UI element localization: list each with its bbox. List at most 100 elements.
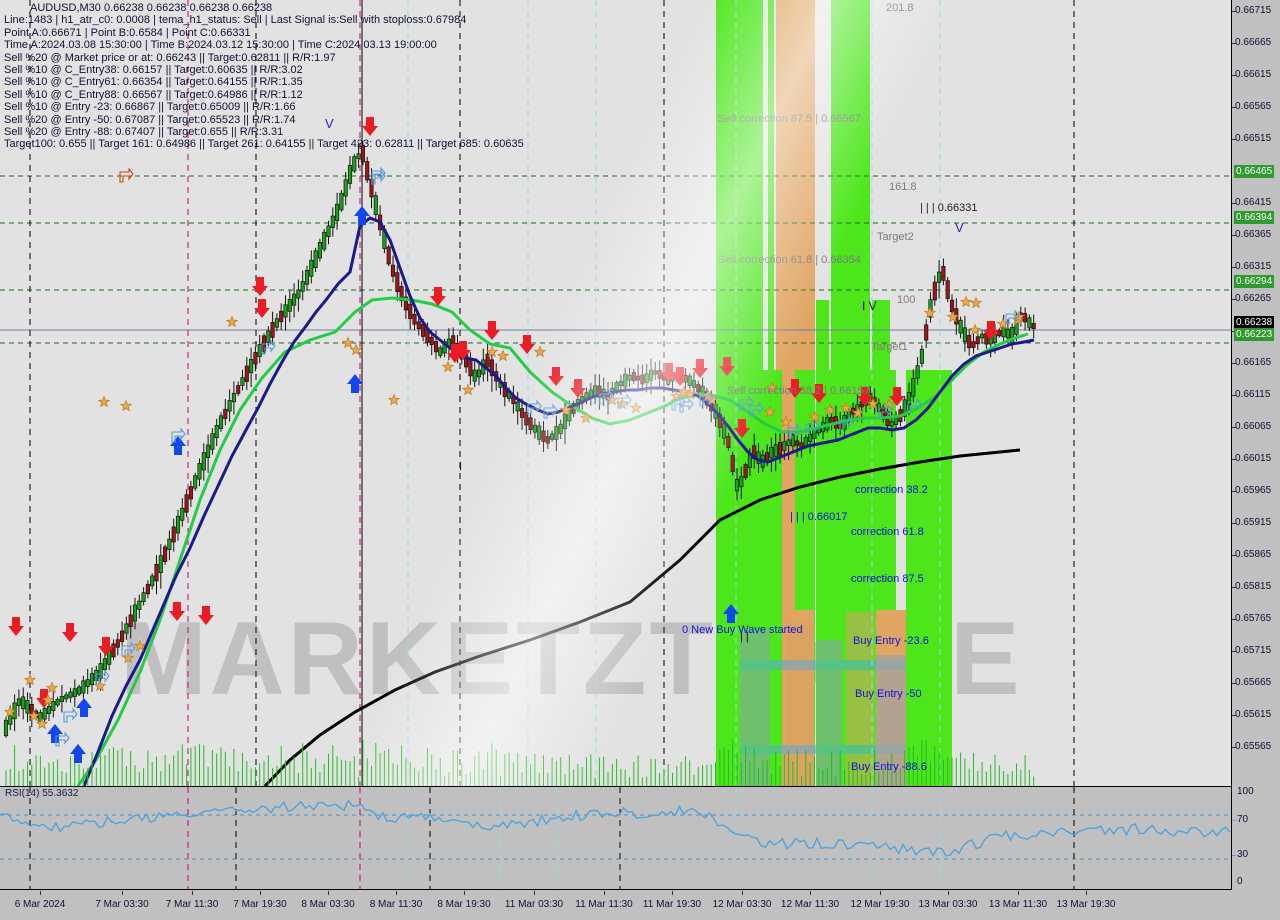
candlestick xyxy=(283,304,288,318)
price-axis-tick: 0.66015 xyxy=(1235,453,1272,464)
candlestick xyxy=(64,694,69,700)
star-marker-icon xyxy=(882,398,896,411)
star-marker-icon xyxy=(765,381,779,394)
zone-band-buy xyxy=(906,370,936,786)
candlestick xyxy=(1010,326,1015,345)
info-line: Line:1483 | h1_atr_c0: 0.0008 | tema_h1_… xyxy=(4,14,467,27)
candlestick xyxy=(476,369,482,378)
zone-band-buy xyxy=(934,370,952,786)
candlestick xyxy=(184,494,189,513)
star-marker-icon xyxy=(629,401,643,414)
axis-tick-mark xyxy=(1232,139,1236,140)
chart-annotation-label: Buy Entry -23.6 xyxy=(853,635,929,647)
candlestick xyxy=(537,425,542,440)
sell-signal-arrow-icon xyxy=(889,387,905,406)
candlestick xyxy=(545,436,550,444)
price-axis-tick: 0.66065 xyxy=(1235,421,1272,432)
flag-marker-icon xyxy=(121,641,136,657)
axis-tick-mark xyxy=(1232,491,1236,492)
candlestick xyxy=(154,563,159,582)
candlestick xyxy=(395,272,400,292)
candlestick xyxy=(1027,317,1032,329)
chart-annotation-label: | | | 0.66017 xyxy=(790,511,848,523)
price-axis[interactable]: 0.66715 0.66665 0.66615 0.66565 0.66515 0.664… xyxy=(1232,0,1280,786)
price-axis-tick: 0.66115 xyxy=(1235,389,1271,400)
flag-marker-icon xyxy=(907,397,922,413)
chart-annotation-label: correction 38.2 xyxy=(855,484,928,496)
chart-annotation-label: Sell correction 38.2 | 0.66157 xyxy=(727,385,870,397)
axis-tick-mark xyxy=(1232,855,1236,856)
chart-annotation-label: correction 87.5 xyxy=(851,573,924,585)
axis-tick-mark xyxy=(1232,459,1236,460)
axis-tick-mark xyxy=(1232,107,1236,108)
chart-annotation-label: 201.8 xyxy=(886,2,914,14)
time-axis-tick: 7 Mar 03:30 xyxy=(95,899,149,910)
time-axis-tick: 11 Mar 03:30 xyxy=(504,899,564,910)
candlestick xyxy=(115,639,120,648)
candlestick xyxy=(902,399,907,417)
price-chart-pane[interactable]: MARKETZTRADE xyxy=(0,0,1232,786)
price-axis-tick: 0.65915 xyxy=(1235,517,1272,528)
buy-signal-arrow-icon xyxy=(70,744,86,763)
candlestick xyxy=(558,423,563,434)
axis-tick-mark xyxy=(880,891,881,895)
candlestick xyxy=(399,286,404,302)
candlestick xyxy=(330,215,335,228)
time-axis-tick: 13 Mar 11:30 xyxy=(988,899,1048,910)
sell-signal-arrow-icon xyxy=(672,367,688,386)
price-axis-tick: 0.65865 xyxy=(1235,549,1272,560)
star-marker-icon xyxy=(968,323,982,336)
candlestick xyxy=(98,663,103,679)
info-line: Time A:2024.03.08 15:30:00 | Time B:2024… xyxy=(4,39,437,52)
time-axis-tick: 13 Mar 19:30 xyxy=(1056,899,1116,910)
star-marker-icon xyxy=(866,397,880,410)
candlestick xyxy=(636,375,641,381)
sell-signal-arrow-icon xyxy=(198,606,214,625)
candlestick xyxy=(945,280,950,299)
candlestick xyxy=(438,347,443,356)
chart-glyph: | | xyxy=(740,631,749,643)
rsi-axis-tick: 30 xyxy=(1237,849,1249,860)
candlestick xyxy=(347,164,353,184)
candlestick xyxy=(997,330,1002,337)
candlestick xyxy=(68,691,73,698)
info-line: Sell %10 @ Entry -23: 0.66867 || Target:… xyxy=(4,101,296,114)
candlestick xyxy=(343,179,348,197)
candlestick xyxy=(145,583,150,595)
candlestick xyxy=(782,441,787,451)
price-chart-canvas: MARKETZTRADE xyxy=(0,0,1231,786)
candlestick xyxy=(433,341,439,353)
star-marker-icon xyxy=(959,295,973,308)
ma-green-line xyxy=(76,296,1029,786)
time-axis-tick: 7 Mar 11:30 xyxy=(165,899,219,910)
buy-signal-arrow-icon xyxy=(170,436,186,455)
axis-tick-mark xyxy=(1232,651,1236,652)
star-marker-icon xyxy=(225,315,239,328)
candlestick xyxy=(55,699,60,706)
axis-tick-mark xyxy=(464,891,465,895)
time-axis[interactable]: 6 Mar 2024 7 Mar 03:30 7 Mar 11:30 7 Mar 19… xyxy=(0,891,1280,920)
flag-marker-icon xyxy=(679,397,694,413)
sell-signal-arrow-icon xyxy=(983,321,999,340)
candlestick xyxy=(309,259,314,277)
rsi-indicator-pane[interactable]: RSI(14) 55.3632 xyxy=(0,786,1232,890)
sell-signal-arrow-icon xyxy=(661,363,677,382)
candlestick xyxy=(524,411,529,426)
star-marker-icon xyxy=(485,345,499,358)
rsi-axis: 100 70 30 0 xyxy=(1232,786,1280,890)
candlestick xyxy=(8,714,13,725)
candlestick xyxy=(429,336,434,345)
candlestick xyxy=(253,352,258,365)
axis-tick-mark xyxy=(1232,747,1236,748)
axis-tick-mark xyxy=(1232,11,1236,12)
candlestick xyxy=(163,546,168,562)
info-line: Sell %20 @ Entry -50: 0.67087 || Target:… xyxy=(4,113,296,126)
star-marker-icon xyxy=(349,343,363,356)
candlestick xyxy=(120,630,125,642)
star-marker-icon xyxy=(579,411,593,424)
candlestick xyxy=(124,623,129,634)
candlestick xyxy=(102,658,107,670)
chart-annotation-label: 0 New Buy Wave started xyxy=(682,624,803,636)
candlestick xyxy=(231,392,236,403)
chart-info-header: AUDUSD,M30 0.66238 0.66238 0.66238 0.662… xyxy=(4,2,524,151)
